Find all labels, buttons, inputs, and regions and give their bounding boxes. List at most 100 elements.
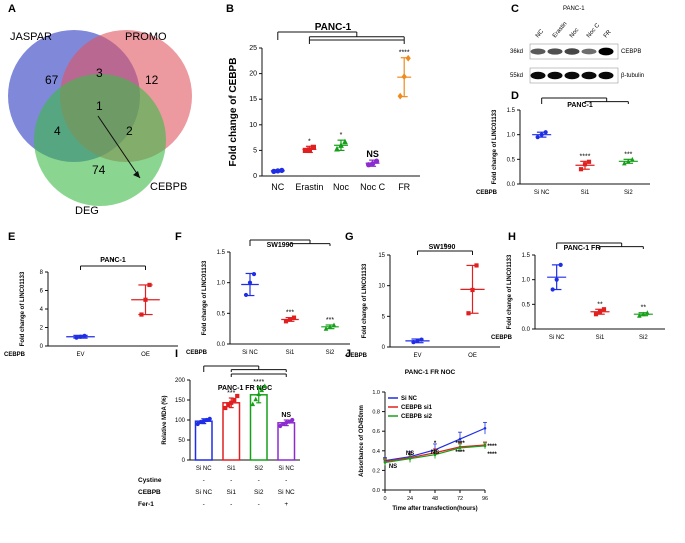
panel-label-f: F <box>175 231 182 243</box>
venn-circle-deg <box>34 74 166 206</box>
venn-region-all: 1 <box>96 99 103 113</box>
data-point <box>586 159 592 164</box>
significance-label: **** <box>487 444 497 450</box>
significance-label: **** <box>487 452 497 458</box>
data-point <box>338 142 344 148</box>
venn-region-promo-deg: 2 <box>126 124 133 138</box>
x-tick-label: Si2 <box>254 466 263 472</box>
significance-label: *** <box>624 151 632 158</box>
data-point <box>229 400 234 405</box>
y-tick-label: 0.8 <box>372 410 380 416</box>
condition-value: Si1 <box>227 489 237 496</box>
data-point <box>223 405 228 411</box>
bar <box>277 422 296 461</box>
panel-label-h: H <box>508 231 516 243</box>
x-tick-label: Si NC <box>534 190 550 196</box>
condition-value: - <box>203 501 205 508</box>
data-point <box>262 383 268 389</box>
significance-label: * <box>111 257 114 266</box>
western-lane-label: Noc C <box>586 22 602 39</box>
data-point <box>366 162 372 168</box>
data-point <box>641 311 646 317</box>
legend-label: Si NC <box>401 396 418 402</box>
significance-label: **** <box>455 441 465 447</box>
venn-region-jaspar-deg: 4 <box>54 124 61 138</box>
x-axis-label: Time after transfection(hours) <box>392 506 477 512</box>
data-point <box>593 312 599 317</box>
data-point <box>645 310 650 315</box>
data-point <box>342 138 348 145</box>
y-tick-label: 25 <box>249 45 257 52</box>
venn-label-deg: DEG <box>75 205 99 217</box>
data-point <box>370 161 376 167</box>
western-lane-label: NC <box>535 28 546 39</box>
western-bands <box>530 47 614 80</box>
significance-label: NS <box>366 149 379 159</box>
x-tick-label: EV <box>76 352 84 358</box>
data-point <box>383 461 387 464</box>
y-tick-label: 1.5 <box>522 253 531 259</box>
western-band <box>598 71 614 80</box>
venn-label-jaspar: JASPAR <box>10 31 52 43</box>
data-point <box>419 337 424 342</box>
western-lane-labels: NC Erastin Noc Noc C FR <box>535 21 613 39</box>
panel-a: A JASPAR PROMO DEG 67 12 74 3 4 2 1 CEBP… <box>8 3 192 217</box>
data-point <box>433 453 437 457</box>
data-point <box>251 271 257 277</box>
data-point <box>401 73 407 81</box>
condition-row-label: Cystine <box>138 477 162 484</box>
significance-label: **** <box>399 50 410 57</box>
x-tick-label: 96 <box>482 496 488 502</box>
western-band <box>581 48 597 55</box>
data-point <box>554 277 559 282</box>
y-axis-label: Fold change of LINC01133 <box>507 254 513 329</box>
western-size-tubulin: 55kd <box>510 73 523 79</box>
condition-value: Si NC <box>195 489 212 496</box>
x-tick-label: EV <box>413 353 421 359</box>
condition-value: Si NC <box>278 489 295 496</box>
y-axis-label: Relative MDA (%) <box>162 395 168 444</box>
y-tick-label: 5 <box>253 147 257 154</box>
y-tick-label: 6 <box>40 289 44 295</box>
panel-b-chart: B PANC-1 0 5 10 15 20 25 Fold change of CEBPB NC E… <box>226 3 420 192</box>
y-axis-label: Fold change of LINC01133 <box>20 271 26 346</box>
significance-label: **** <box>580 153 591 160</box>
venn-label-promo: PROMO <box>125 31 167 43</box>
venn-callout-arrow <box>97 115 141 179</box>
x-tick-label: Si1 <box>286 350 295 356</box>
y-tick-label: 10 <box>249 122 257 129</box>
significance-label: **** <box>253 379 264 386</box>
data-point <box>622 160 627 166</box>
y-tick-label: 1.0 <box>372 390 380 396</box>
x-tick-label: Noc C <box>360 182 386 192</box>
x-tick-label: 0 <box>383 496 386 502</box>
condition-row-label: CEBPB <box>138 489 161 496</box>
data-point <box>139 312 144 317</box>
significance-label: NS <box>389 464 397 470</box>
y-tick-label: 50 <box>178 438 185 444</box>
x-tick-label: OE <box>141 352 150 358</box>
y-tick-label: 5 <box>382 314 386 320</box>
data-point <box>405 54 411 62</box>
y-tick-label: 150 <box>175 398 186 404</box>
data-point <box>582 162 588 167</box>
data-point <box>74 335 79 340</box>
panel-i-chart: I PANC-1 FR NOC 0 50 100 150 200 Relative MDA (… <box>138 348 300 508</box>
data-point <box>483 444 487 448</box>
x-tick-label: Si NC <box>549 335 565 341</box>
data-point <box>458 437 462 441</box>
western-lane-label: Noc <box>569 27 580 39</box>
condition-value: - <box>285 477 287 484</box>
western-band <box>564 71 580 80</box>
y-tick-label: 2 <box>40 326 44 332</box>
panel-j-chart: J PANC-1 FR NOC 0.0 0.2 0.4 0.6 0.8 1.0 0 24 48 72 9… <box>345 348 497 512</box>
chart-title: PANC-1 FR NOC <box>218 385 272 392</box>
panel-label-a: A <box>8 3 16 15</box>
data-point <box>558 262 563 267</box>
chart-title: PANC-1 <box>567 102 593 109</box>
y-tick-label: 0.5 <box>507 157 516 163</box>
y-tick-label: 1.0 <box>522 278 531 284</box>
western-title: PANC-1 <box>563 6 585 12</box>
row-label: CEBPB <box>476 190 498 196</box>
